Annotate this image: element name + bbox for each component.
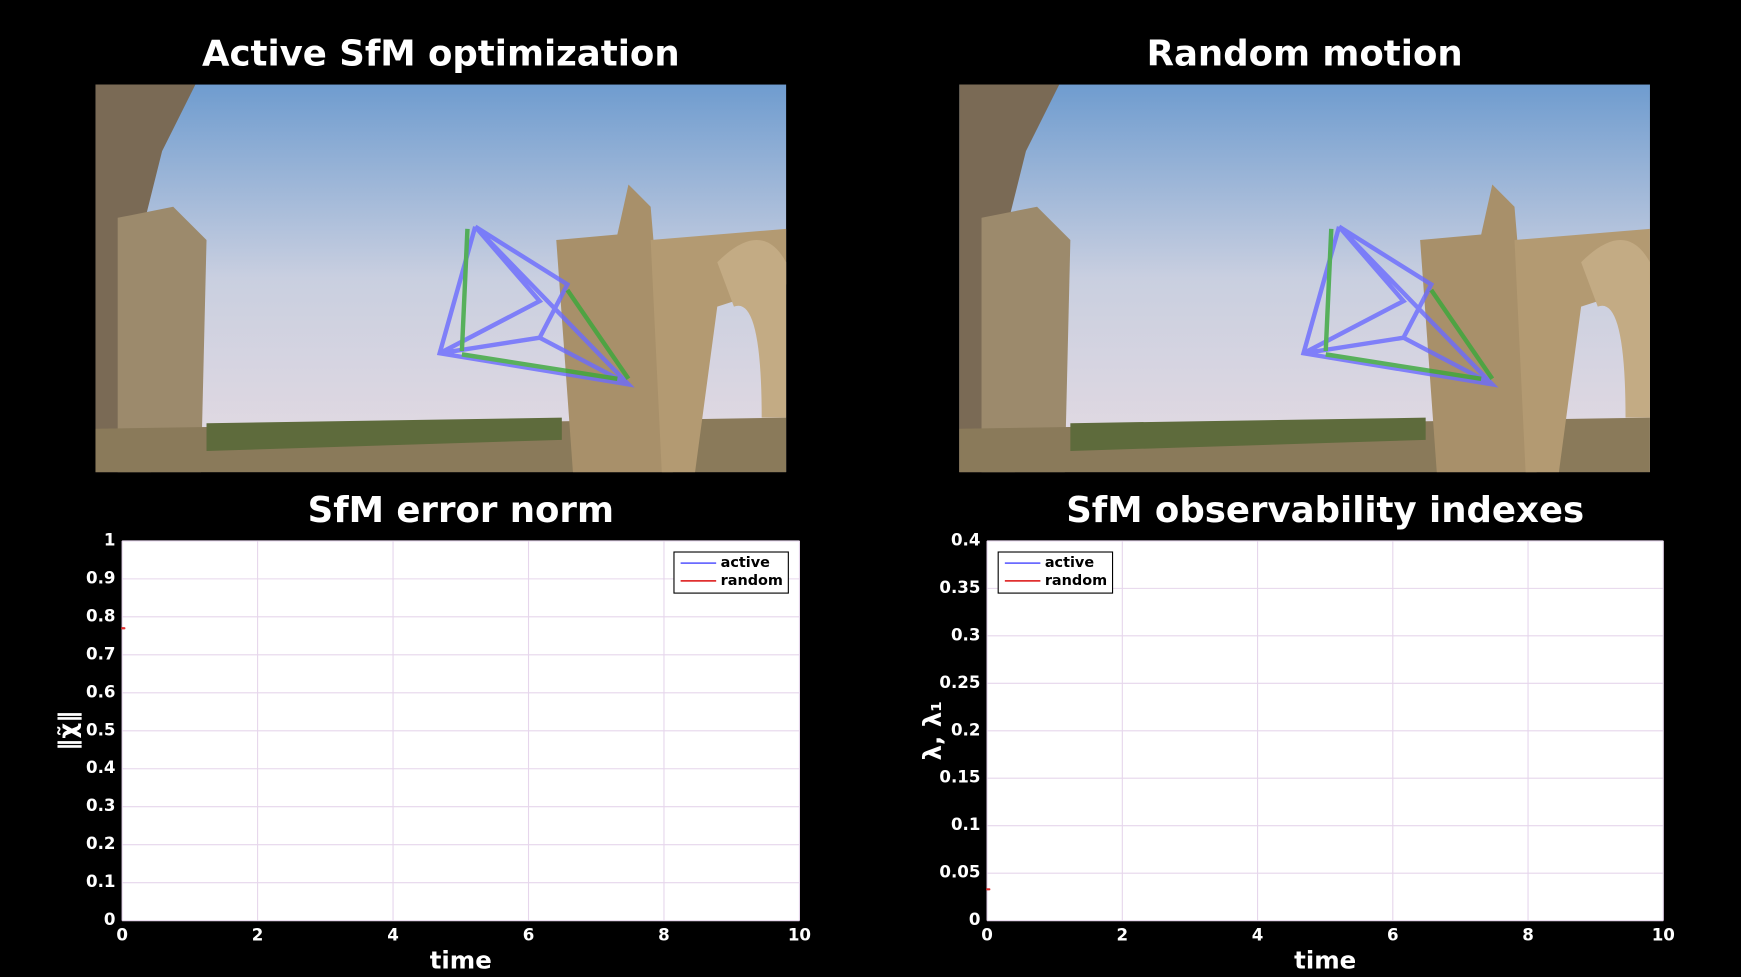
y-tick-label: 0.6 bbox=[86, 682, 115, 701]
x-axis-label: time bbox=[430, 946, 492, 973]
x-tick-label: 8 bbox=[658, 926, 670, 945]
y-tick-label: 0.3 bbox=[86, 796, 115, 815]
y-tick-label: 0.9 bbox=[86, 568, 115, 587]
x-tick-label: 4 bbox=[387, 926, 399, 945]
screen: Active SfM optimization Random motion Sf… bbox=[0, 0, 1741, 973]
y-tick-label: 0 bbox=[969, 910, 981, 929]
y-tick-label: 0.15 bbox=[939, 768, 980, 787]
scene-image bbox=[959, 85, 1650, 473]
y-tick-label: 0.1 bbox=[951, 815, 980, 834]
x-axis-label: time bbox=[1294, 946, 1356, 973]
y-tick-label: 0.2 bbox=[86, 834, 115, 853]
panel-title: Active SfM optimization bbox=[202, 34, 680, 75]
y-axis-label: λ, λ₁ bbox=[918, 701, 947, 760]
y-tick-label: 0.8 bbox=[86, 606, 115, 625]
x-tick-label: 10 bbox=[1652, 926, 1675, 945]
legend-label: random bbox=[721, 573, 783, 589]
y-tick-label: 0.25 bbox=[939, 673, 980, 692]
y-tick-label: 0 bbox=[104, 910, 116, 929]
legend-label: random bbox=[1045, 573, 1107, 589]
panel-title: Random motion bbox=[1147, 34, 1463, 75]
x-tick-label: 2 bbox=[1117, 926, 1129, 945]
x-tick-label: 10 bbox=[788, 926, 811, 945]
y-tick-label: 0.7 bbox=[86, 644, 115, 663]
y-tick-label: 0.3 bbox=[951, 625, 980, 644]
x-tick-label: 2 bbox=[252, 926, 264, 945]
chart-title: SfM observability indexes bbox=[1066, 490, 1584, 531]
x-tick-label: 4 bbox=[1252, 926, 1264, 945]
x-tick-label: 6 bbox=[1387, 926, 1399, 945]
y-tick-label: 0.4 bbox=[951, 530, 980, 549]
y-tick-label: 0.35 bbox=[939, 578, 980, 597]
page: Active SfM optimization Random motion Sf… bbox=[0, 0, 1741, 977]
x-tick-label: 6 bbox=[523, 926, 535, 945]
y-axis-label: ‖χ̃‖ bbox=[53, 711, 82, 751]
x-tick-label: 0 bbox=[981, 926, 993, 945]
scene-image bbox=[95, 85, 786, 473]
y-tick-label: 0.5 bbox=[86, 720, 115, 739]
legend-label: active bbox=[721, 555, 771, 571]
y-tick-label: 0.05 bbox=[939, 863, 980, 882]
y-tick-label: 0.4 bbox=[86, 758, 115, 777]
y-tick-label: 0.2 bbox=[951, 720, 980, 739]
y-tick-label: 1 bbox=[104, 530, 116, 549]
chart-title: SfM error norm bbox=[308, 490, 614, 531]
y-tick-label: 0.1 bbox=[86, 872, 115, 891]
x-tick-label: 8 bbox=[1522, 926, 1534, 945]
legend-label: active bbox=[1045, 555, 1095, 571]
x-tick-label: 0 bbox=[116, 926, 128, 945]
